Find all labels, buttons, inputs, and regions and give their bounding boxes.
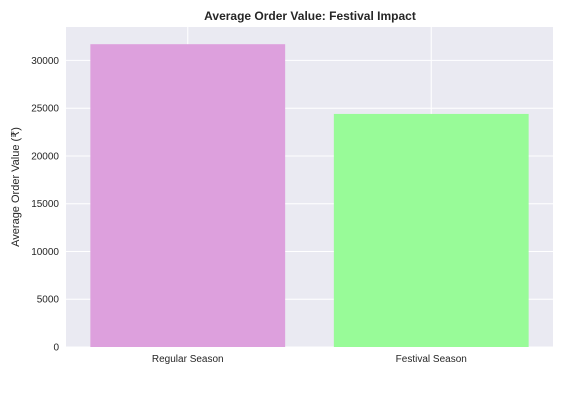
x-tick-label: Festival Season (396, 354, 467, 365)
x-tick-labels: Regular Season Festival Season (152, 354, 467, 365)
y-tick-label: 25000 (31, 104, 59, 115)
y-tick-label: 20000 (31, 151, 59, 162)
y-axis-label: Average Order Value (₹) (10, 127, 22, 247)
y-tick-label: 5000 (37, 295, 60, 306)
chart-title: Average Order Value: Festival Impact (204, 9, 416, 23)
bars (90, 44, 529, 347)
y-tick-label: 30000 (31, 56, 59, 67)
bar-festival-season (333, 113, 529, 347)
x-tick-label: Regular Season (152, 354, 224, 365)
y-tick-labels: 0 5000 10000 15000 20000 25000 30000 (31, 56, 59, 354)
y-tick-label: 10000 (31, 247, 59, 258)
y-tick-label: 0 (53, 343, 59, 354)
bar-regular-season (90, 44, 286, 347)
y-tick-label: 15000 (31, 199, 59, 210)
